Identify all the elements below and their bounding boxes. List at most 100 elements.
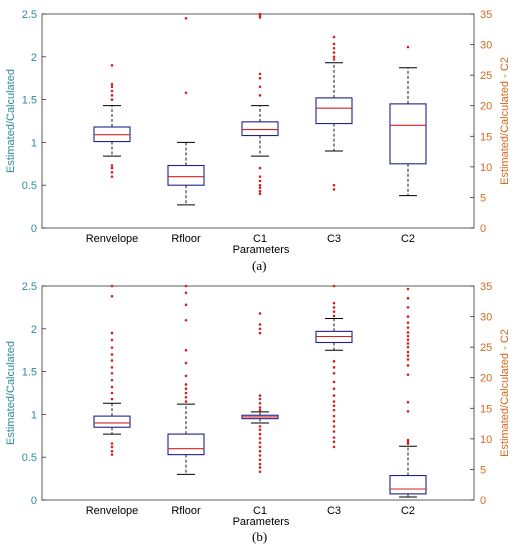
iqr-box — [93, 415, 131, 428]
outlier-point — [258, 331, 262, 335]
outlier-point — [332, 183, 336, 187]
outlier-point — [332, 445, 336, 449]
outlier-point — [332, 387, 336, 391]
right-tick-label: 25 — [480, 342, 492, 354]
outlier-point — [258, 466, 262, 469]
outlier-point — [406, 358, 410, 361]
outlier-point — [406, 440, 410, 444]
outlier-point — [406, 442, 410, 446]
outlier-point — [110, 385, 114, 389]
outlier-point — [184, 284, 188, 288]
outlier-point — [258, 445, 262, 449]
outlier-point — [332, 436, 336, 439]
outlier-point — [332, 380, 336, 384]
right-tick-label: 35 — [480, 281, 492, 293]
outlier-point — [110, 346, 114, 349]
outlier-point — [258, 186, 262, 190]
iqr-box — [167, 164, 205, 186]
outlier-point — [258, 470, 262, 474]
outlier-point — [110, 359, 114, 362]
outlier-point — [184, 303, 188, 307]
outlier-point — [110, 449, 114, 453]
outlier-point — [332, 366, 336, 369]
y-axis-label: Estimated/Calculated — [5, 341, 17, 445]
outlier-point — [110, 442, 114, 445]
outlier-point — [258, 454, 262, 457]
x-tick-label: Rfloor — [171, 233, 201, 245]
x-tick-label: Renvelope — [86, 233, 139, 245]
outlier-point — [332, 284, 336, 288]
box-renvelope — [93, 64, 131, 178]
left-tick-label: 1.5 — [22, 95, 37, 107]
outlier-point — [332, 314, 336, 318]
outlier-point — [184, 383, 188, 386]
outlier-point — [258, 327, 262, 331]
outlier-point — [184, 391, 188, 395]
box-rfloor — [167, 16, 205, 206]
panel-a-caption: (a) — [252, 258, 267, 273]
outlier-point — [184, 348, 188, 352]
outlier-point — [406, 410, 410, 413]
outlier-point — [110, 164, 114, 167]
outlier-point — [184, 16, 188, 20]
outlier-point — [258, 432, 262, 436]
outlier-point — [332, 404, 336, 408]
outlier-point — [258, 441, 262, 444]
outlier-point — [258, 12, 262, 16]
outlier-point — [258, 401, 262, 405]
x-axis-label: Parameters — [233, 244, 290, 256]
outlier-point — [184, 400, 188, 403]
outlier-point — [110, 372, 114, 375]
right-tick-label: 30 — [480, 312, 492, 324]
outlier-point — [406, 315, 410, 318]
outlier-point — [258, 179, 262, 183]
outlier-point — [110, 331, 114, 335]
outlier-point — [110, 94, 114, 97]
right-tick-label: 5 — [480, 464, 486, 476]
outlier-point — [406, 306, 410, 309]
right-tick-label: 0 — [480, 495, 486, 507]
outlier-point — [258, 94, 262, 97]
outlier-point — [110, 366, 114, 369]
outlier-point — [110, 82, 114, 86]
outlier-point — [332, 58, 336, 61]
outlier-point — [110, 391, 114, 395]
outlier-point — [406, 334, 410, 338]
outlier-point — [406, 354, 410, 358]
x-tick-label: C2 — [401, 233, 415, 245]
outlier-point — [406, 321, 410, 324]
outlier-point — [258, 175, 262, 178]
outlier-point — [110, 397, 114, 401]
left-tick-label: 2 — [31, 52, 37, 64]
box-c1 — [241, 12, 279, 196]
right-tick-label: 15 — [480, 131, 492, 143]
outlier-point — [258, 458, 262, 462]
outlier-point — [184, 374, 188, 378]
outlier-point — [406, 331, 410, 334]
left-tick-label: 0.5 — [22, 180, 37, 192]
outlier-point — [110, 64, 114, 67]
outlier-point — [332, 46, 336, 50]
outlier-point — [258, 183, 262, 187]
outlier-point — [258, 406, 262, 409]
outlier-point — [332, 419, 336, 423]
outlier-point — [184, 91, 188, 95]
outlier-point — [406, 438, 410, 442]
left-tick-label: 2.5 — [22, 281, 37, 293]
right-tick-label: 0 — [480, 223, 486, 235]
outlier-point — [332, 430, 336, 433]
outlier-point — [184, 387, 188, 391]
outlier-point — [110, 89, 114, 93]
right-tick-label: 15 — [480, 403, 492, 415]
box-c2 — [389, 287, 427, 498]
iqr-box — [167, 433, 205, 456]
box-rfloor — [167, 284, 205, 475]
outlier-point — [332, 51, 336, 54]
iqr-box — [315, 97, 353, 125]
x-tick-label: C2 — [401, 505, 415, 517]
left-tick-label: 2 — [31, 324, 37, 336]
left-tick-label: 0 — [31, 223, 37, 235]
right-tick-label: 30 — [480, 40, 492, 52]
outlier-point — [332, 425, 336, 428]
outlier-point — [406, 287, 410, 291]
